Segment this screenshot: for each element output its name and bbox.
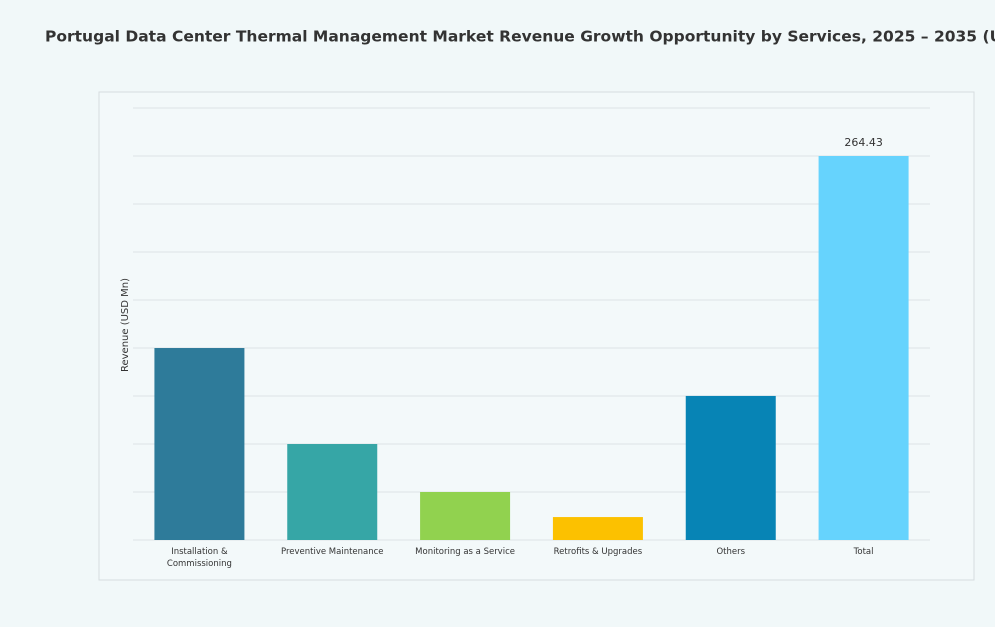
x-tick-label: Installation & Commissioning [166, 547, 232, 569]
data-label: 264.43 [844, 136, 883, 149]
bar [420, 492, 511, 540]
x-tick-label-box: Monitoring as a Service [415, 547, 515, 557]
x-tick-label-box: Installation & Commissioning [166, 547, 232, 569]
bar [552, 517, 643, 540]
x-tick-label: Preventive Maintenance [280, 547, 384, 557]
x-tick-label: Retrofits & Upgrades [553, 547, 643, 557]
x-tick-label-box: Retrofits & Upgrades [553, 547, 643, 557]
chart-title: Portugal Data Center Thermal Management … [45, 28, 995, 46]
bar [685, 395, 776, 540]
x-tick-label-box: Others [716, 547, 746, 557]
grid [133, 107, 930, 541]
x-tick-label: Monitoring as a Service [415, 547, 515, 557]
x-tick-label-box: Preventive Maintenance [280, 547, 384, 557]
x-tick-label: Others [716, 547, 746, 557]
bar [818, 155, 909, 540]
y-axis-label: Revenue (USD Mn) [120, 278, 131, 372]
bar [287, 444, 378, 540]
x-tick-label-box: Total [853, 547, 874, 557]
bar [154, 348, 245, 540]
x-tick-label: Total [853, 547, 874, 557]
